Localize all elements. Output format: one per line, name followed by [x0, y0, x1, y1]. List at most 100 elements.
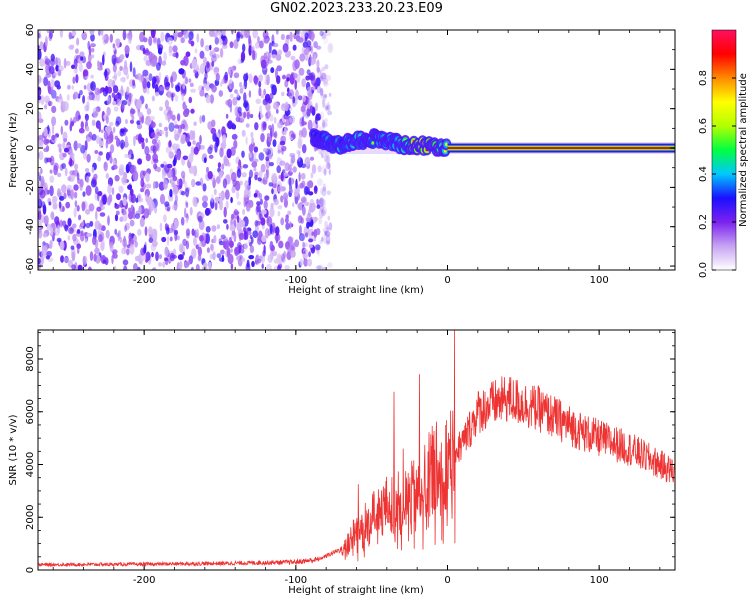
spectrogram-cell [107, 79, 114, 88]
spectrogram-cell [85, 175, 90, 184]
spectrogram-cell [231, 186, 236, 194]
spectrogram-cell [294, 59, 300, 70]
spectrogram-cell [139, 217, 145, 228]
spectrogram-cell [240, 58, 244, 64]
spectrogram-cell [328, 222, 333, 231]
spectrogram-x-label: Height of straight line (km) [288, 285, 424, 296]
spectrogram-cell [77, 264, 83, 270]
spectrogram-cell [274, 233, 281, 242]
spectrogram-cell [69, 156, 73, 167]
spectrogram-cell [166, 33, 171, 38]
spectrogram-cell [267, 110, 271, 117]
spectrogram-cell [123, 265, 128, 270]
spectrogram-cell [65, 201, 71, 209]
spectrogram-cell [321, 234, 325, 244]
spectrogram-cell [283, 136, 286, 141]
spectrogram-cell [240, 85, 246, 90]
spectrogram-cell [319, 87, 324, 96]
spectrogram-cell [148, 237, 154, 243]
spectrogram-cell [302, 253, 309, 259]
spectrogram-cell [111, 187, 115, 195]
spectrogram-cell [280, 217, 285, 226]
spectrogram-cell [90, 33, 95, 42]
spectrogram-cell [82, 95, 86, 104]
spectrogram-cell [321, 72, 327, 82]
spectrogram-cell [122, 30, 127, 41]
spectrogram-cell [146, 81, 151, 89]
spectrogram-cell [145, 137, 148, 144]
spectrogram-cell [172, 159, 176, 167]
spectrogram-cell [157, 47, 163, 55]
spectrogram-cell [280, 171, 284, 182]
spectrogram-cell [293, 72, 298, 79]
spectrogram-cell [148, 226, 153, 235]
spectrogram-cell [184, 207, 187, 219]
spectrogram-cell [146, 196, 153, 207]
spectrogram-cell [321, 73, 327, 80]
spectrogram-cell [298, 224, 302, 236]
spectrogram-cell [280, 103, 287, 112]
spectrogram-cell [183, 55, 189, 67]
spectrogram-cell [302, 206, 306, 216]
spectrogram-cell [192, 196, 197, 207]
spectrogram-y-axis: -60 -40 -20 0 20 40 60 [25, 24, 675, 274]
spectrogram-cell [51, 134, 56, 140]
spectrogram-cell [192, 140, 196, 145]
spectrogram-cell [248, 199, 254, 208]
spectrogram-cell [155, 251, 159, 262]
spectrogram-cell [323, 234, 327, 244]
spectrogram-cell [154, 205, 158, 214]
spectrogram-cell [171, 114, 176, 121]
spectrogram-cell [114, 174, 120, 182]
spectrogram-cell [102, 54, 105, 66]
spectrogram-cell [244, 180, 249, 189]
spectrogram-cell [179, 260, 183, 270]
spectrogram-cell [265, 103, 271, 112]
spectrogram-cell [174, 195, 178, 203]
spectrogram-cell [72, 233, 77, 242]
spectrogram-cell [279, 140, 286, 146]
spectrogram-cell [277, 205, 283, 210]
spectrogram-cell [309, 105, 314, 114]
spectrogram-cell [176, 150, 181, 161]
spectrogram-cell [243, 73, 249, 82]
spectrogram-cell [327, 104, 331, 111]
spectrogram-cell [274, 130, 278, 139]
spectrogram-cell [207, 146, 213, 155]
spectrogram-cell [260, 133, 265, 143]
spectrogram-cell [271, 123, 275, 135]
spectrogram-cell [204, 71, 208, 80]
spectrogram-cell [188, 78, 192, 83]
spectrogram-cell [75, 48, 79, 54]
spectrogram-cell [226, 122, 232, 128]
spectrogram-cell [143, 55, 148, 62]
spectrogram-cell [50, 78, 55, 90]
spectrogram-cell [268, 42, 272, 54]
spectrogram-cell [62, 141, 66, 150]
spectrogram-cell [296, 30, 301, 36]
y-tick-label: 8000 [25, 346, 36, 371]
spectrogram-cell [220, 234, 226, 240]
spectrogram-cell [169, 236, 173, 242]
spectrogram-cell [287, 50, 291, 56]
spectrogram-cell [113, 71, 117, 81]
spectrogram-cell [243, 92, 247, 103]
colorbar: 0.0 0.2 0.4 0.6 0.8 Normalized spectral ampl… [698, 29, 749, 278]
spectrogram-cell [236, 32, 241, 42]
spectrogram-cell [257, 36, 260, 44]
spectrogram-cell [265, 159, 270, 171]
spectrogram-cell [327, 110, 333, 116]
spectrogram-cell [182, 251, 185, 256]
spectrogram-cell [145, 183, 152, 189]
spectrogram-cell [59, 195, 65, 201]
spectrogram-cell [308, 72, 314, 81]
spectrogram-cell [309, 56, 315, 66]
spectrogram-cell [284, 79, 289, 88]
spectrogram-cell [298, 172, 301, 182]
spectrogram-cell [90, 47, 95, 53]
spectrogram-cell [116, 193, 121, 201]
spectrogram-cell [56, 85, 61, 90]
spectrogram-cell [277, 210, 281, 217]
spectrogram-cell [162, 261, 166, 268]
spectrogram-cell [46, 223, 52, 231]
